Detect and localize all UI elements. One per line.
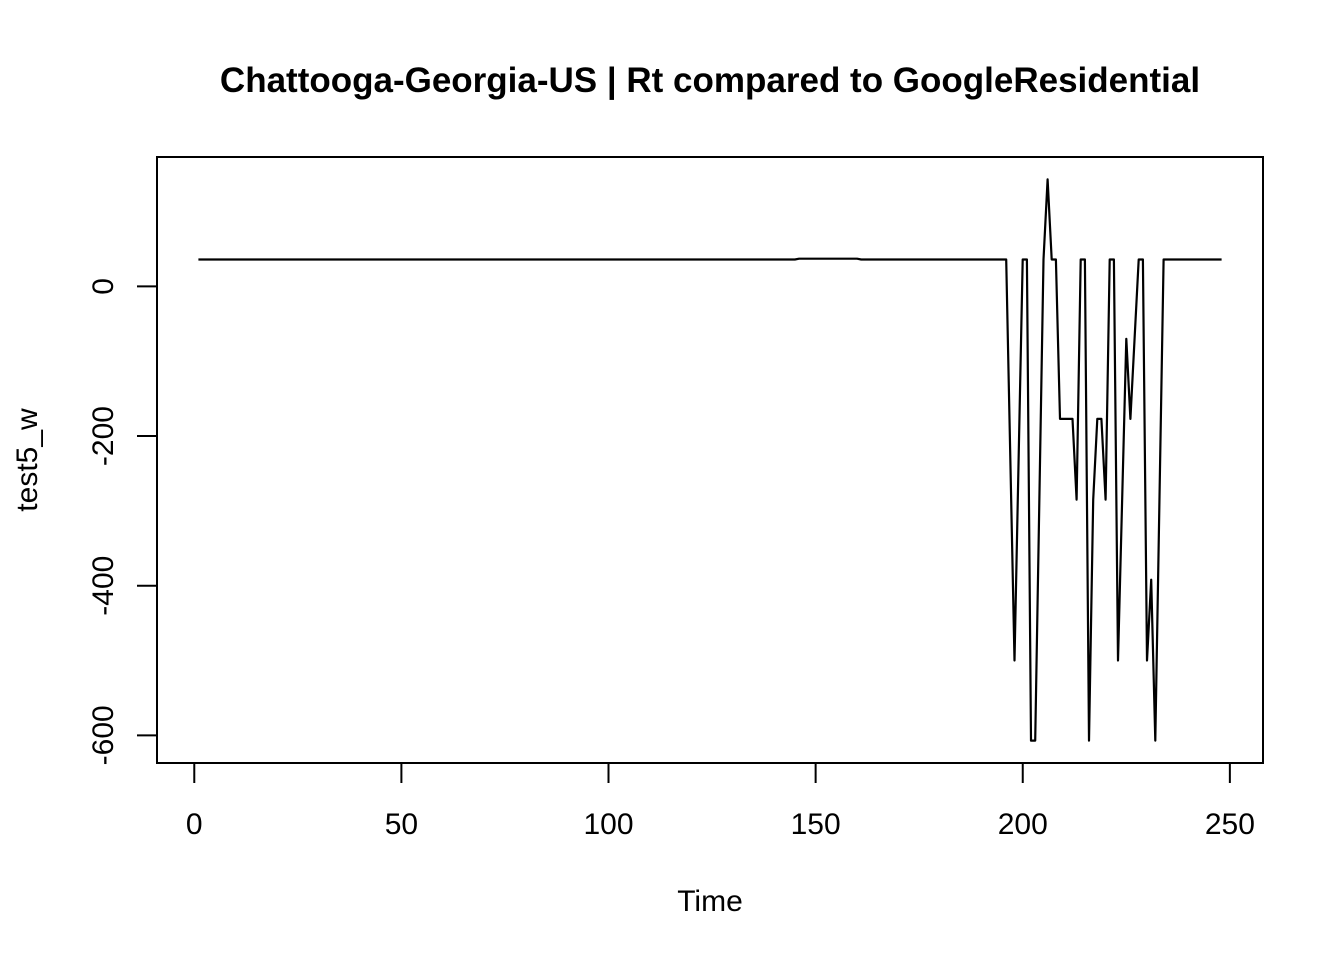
- x-tick-label: 0: [186, 808, 203, 841]
- y-axis: 0 -200 -400 -600: [87, 278, 158, 765]
- plot-frame: [156, 156, 1264, 764]
- y-tick-label: -400: [87, 556, 120, 616]
- x-axis-label: Time: [677, 885, 743, 918]
- x-axis: 0 50 100 150 200 250: [186, 762, 1255, 841]
- x-tick-label: 250: [1205, 808, 1255, 841]
- x-tick-label: 200: [998, 808, 1048, 841]
- y-tick-label: 0: [87, 278, 120, 295]
- series-line: [198, 178, 1222, 742]
- y-tick-label: -600: [87, 705, 120, 765]
- y-axis-label: test5_w: [11, 408, 44, 512]
- x-tick-label: 50: [385, 808, 418, 841]
- chart-title: Chattooga-Georgia-US | Rt compared to Go…: [220, 61, 1200, 100]
- y-tick-label: -200: [87, 406, 120, 466]
- x-tick-label: 150: [791, 808, 841, 841]
- x-tick-label: 100: [583, 808, 633, 841]
